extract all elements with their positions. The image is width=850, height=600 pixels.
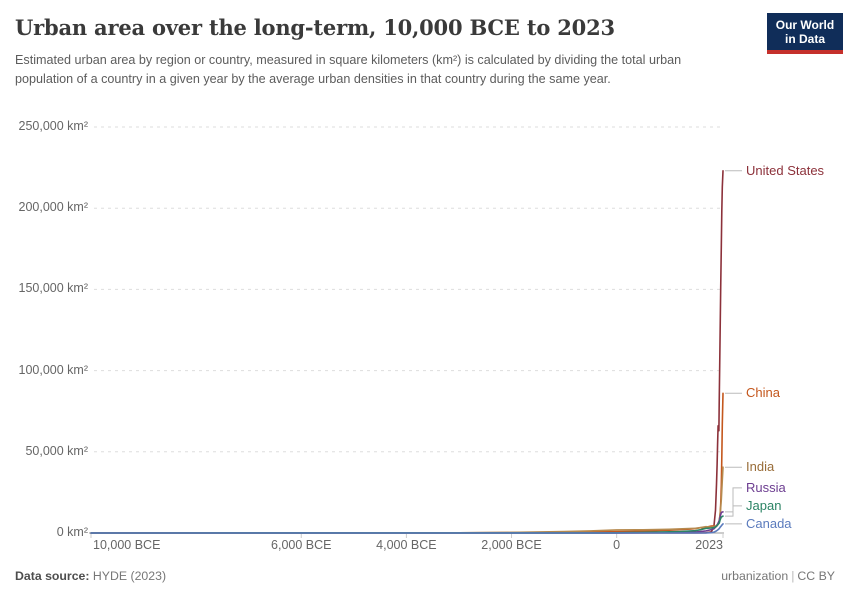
- footer-separator: |: [791, 569, 795, 583]
- series-line-china[interactable]: [90, 392, 724, 534]
- chart-subtitle: Estimated urban area by region or countr…: [15, 53, 682, 86]
- x-axis-tick-label: 2,000 BCE: [481, 538, 542, 552]
- label-connector: [725, 487, 742, 513]
- data-source-label: Data source:: [15, 569, 90, 583]
- x-axis-tick-label: 2023: [695, 538, 723, 552]
- series-label-china[interactable]: China: [746, 385, 780, 401]
- series-label-japan[interactable]: Japan: [746, 497, 782, 513]
- owid-logo-red-bar: [767, 50, 843, 54]
- page-title: Urban area over the long-term, 10,000 BC…: [15, 15, 615, 40]
- license-note: urbanization | CC BY: [721, 569, 835, 583]
- y-axis-tick-label: 200,000 km²: [18, 200, 88, 215]
- y-axis-tick-label: 50,000 km²: [25, 443, 88, 458]
- x-axis-tick-label: 0: [613, 538, 621, 552]
- series-label-russia[interactable]: Russia: [746, 479, 786, 495]
- series-label-india[interactable]: India: [746, 459, 775, 475]
- y-axis-tick-label: 100,000 km²: [18, 362, 88, 377]
- data-source-value: HYDE (2023): [92, 569, 167, 583]
- series-line-canada[interactable]: [90, 523, 724, 534]
- owid-logo-box: Our World in Data: [767, 13, 843, 50]
- series-label-canada[interactable]: Canada: [746, 515, 792, 531]
- y-axis-tick-label: 0 km²: [56, 525, 88, 539]
- license-label: CC BY: [797, 569, 835, 583]
- owid-logo[interactable]: Our World in Data: [767, 13, 843, 54]
- y-axis-tick-label: 150,000 km²: [18, 281, 88, 296]
- owid-logo-line2: in Data: [784, 32, 825, 46]
- series-line-india[interactable]: [90, 466, 724, 534]
- x-axis-tick-label: 10,000 BCE: [93, 538, 161, 552]
- series-label-united-states[interactable]: United States: [746, 162, 825, 178]
- x-axis-tick-label: 4,000 BCE: [376, 538, 437, 552]
- topic-tag: urbanization: [721, 569, 789, 583]
- data-source-note: Data source: HYDE (2023): [15, 569, 166, 583]
- x-axis-tick-label: 6,000 BCE: [271, 538, 332, 552]
- owid-logo-line1: Our World: [775, 18, 835, 32]
- y-axis-tick-label: 250,000 km²: [18, 119, 88, 133]
- series-line-united-states[interactable]: [90, 170, 724, 534]
